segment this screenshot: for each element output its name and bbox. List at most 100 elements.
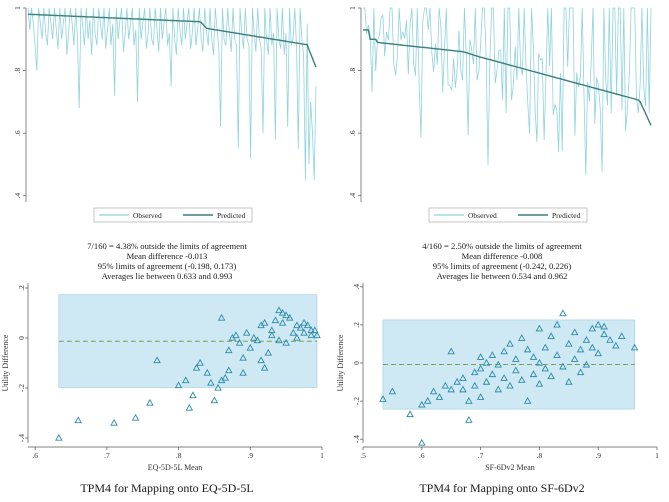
scatter-point xyxy=(74,416,82,424)
scatter-point xyxy=(242,328,251,336)
scatter-point xyxy=(494,360,503,368)
scatter-point xyxy=(221,373,229,381)
scatter-point xyxy=(225,366,233,374)
scatter-point xyxy=(565,377,573,385)
scatter-point xyxy=(582,336,591,343)
scatter-point xyxy=(235,338,244,346)
scatter-point xyxy=(110,418,118,426)
y-tick-label: .4 xyxy=(13,193,22,199)
legend-observed-label: Observed xyxy=(133,211,162,220)
scatter-point xyxy=(268,331,276,339)
limits-of-agreement-band xyxy=(382,319,635,410)
x-tick-label: .8 xyxy=(537,451,543,460)
scatter-point xyxy=(260,363,269,371)
y-tick-label: .8 xyxy=(13,68,22,74)
scatter-point xyxy=(465,396,473,404)
scatter-point xyxy=(576,368,585,376)
y-tick-label: -.2 xyxy=(352,397,361,405)
scatter-point xyxy=(517,376,526,383)
y-tick-label: -.2 xyxy=(17,384,26,392)
observed-series-line xyxy=(27,7,317,181)
scatter-point xyxy=(296,323,305,331)
x-tick-label: .5 xyxy=(360,451,366,460)
right-stats-line1: 4/160 = 2.50% outside the limits of agre… xyxy=(422,241,582,251)
legend-observed-label: Observed xyxy=(468,211,497,220)
scatter-point xyxy=(418,400,426,408)
scatter-point xyxy=(300,318,308,326)
scatter-point xyxy=(418,438,426,446)
scatter-point xyxy=(541,343,550,351)
scatter-point xyxy=(268,326,276,334)
left-caption: TPM4 for Mapping onto EQ-5D-5L xyxy=(80,481,254,495)
x-axis-title: EQ-5D-5L Mean xyxy=(148,463,203,472)
y-tick-label: 0 xyxy=(17,336,26,340)
scatter-point xyxy=(600,322,608,330)
right-stats-line4: Averages lie between 0.534 and 0.962 xyxy=(436,271,568,281)
scatter-point xyxy=(423,396,432,404)
right-figure-panel: .4 .6 .8 1 Observed Predicted 4/160 = 2.50% o… xyxy=(335,0,669,502)
scatter-point xyxy=(303,321,312,329)
scatter-point xyxy=(217,313,226,321)
x-tick-label: .6 xyxy=(419,451,425,460)
x-tick-label: .6 xyxy=(32,451,38,460)
scatter-point xyxy=(476,364,485,372)
scatter-point xyxy=(250,333,258,341)
scatter-point xyxy=(553,320,561,328)
scatter-point xyxy=(482,358,491,366)
y-tick-label: 0 xyxy=(352,361,361,365)
scatter-point xyxy=(517,334,526,341)
scatter-point xyxy=(594,349,602,357)
scatter-point xyxy=(553,351,561,359)
scatter-point xyxy=(512,366,520,374)
scatter-point xyxy=(488,370,497,378)
scatter-point xyxy=(570,328,579,336)
scatter-point xyxy=(441,381,450,389)
scatter-point xyxy=(313,331,321,339)
left-stats-line1: 7/160 = 4.38% outside the limits of agre… xyxy=(87,241,247,251)
left-stats-line2: Mean difference -0.013 xyxy=(126,251,208,261)
predicted-series-line xyxy=(363,29,652,126)
scatter-point xyxy=(293,321,301,329)
scatter-point xyxy=(214,383,222,391)
scatter-point xyxy=(470,381,479,389)
legend-box xyxy=(428,207,588,223)
scatter-point xyxy=(271,316,280,324)
scatter-point xyxy=(482,377,491,385)
scatter-point xyxy=(606,336,614,343)
scatter-point xyxy=(535,358,544,366)
scatter-point xyxy=(453,377,461,385)
scatter-point xyxy=(465,416,473,423)
scatter-point xyxy=(300,328,308,336)
scatter-point xyxy=(512,355,520,362)
left-stats-line4: Averages lie between 0.633 and 0.993 xyxy=(101,271,233,281)
right-stats-line2: Mean difference -0.008 xyxy=(461,251,543,261)
scatter-point xyxy=(529,353,538,360)
y-tick-label: .6 xyxy=(348,130,357,136)
y-tick-label: .4 xyxy=(348,193,357,199)
left-stats: 7/160 = 4.38% outside the limits of agre… xyxy=(0,241,334,281)
scatter-point xyxy=(447,385,455,393)
scatter-point xyxy=(630,343,639,351)
y-tick-label: 1 xyxy=(13,6,22,10)
x-tick-label: .8 xyxy=(176,451,182,460)
scatter-point xyxy=(232,331,240,339)
scatter-point xyxy=(146,398,154,406)
scatter-point xyxy=(435,393,444,400)
y-axis-title: Utility Difference xyxy=(336,334,345,391)
scatter-point xyxy=(565,339,573,347)
scatter-point xyxy=(500,347,508,355)
scatter-point xyxy=(289,328,298,336)
scatter-point xyxy=(185,403,194,411)
y-tick-label: .4 xyxy=(352,284,361,290)
scatter-point xyxy=(447,347,455,355)
scatter-point xyxy=(612,341,620,349)
x-tick-label: 1 xyxy=(655,451,659,460)
y-tick-label: -.4 xyxy=(17,434,26,442)
scatter-point xyxy=(189,391,197,399)
y-tick-label: .8 xyxy=(348,68,357,74)
scatter-point xyxy=(535,379,544,387)
scatter-point xyxy=(494,385,503,393)
scatter-point xyxy=(260,318,269,326)
y-tick-label: .2 xyxy=(352,322,361,328)
x-tick-label: 1 xyxy=(320,451,324,460)
